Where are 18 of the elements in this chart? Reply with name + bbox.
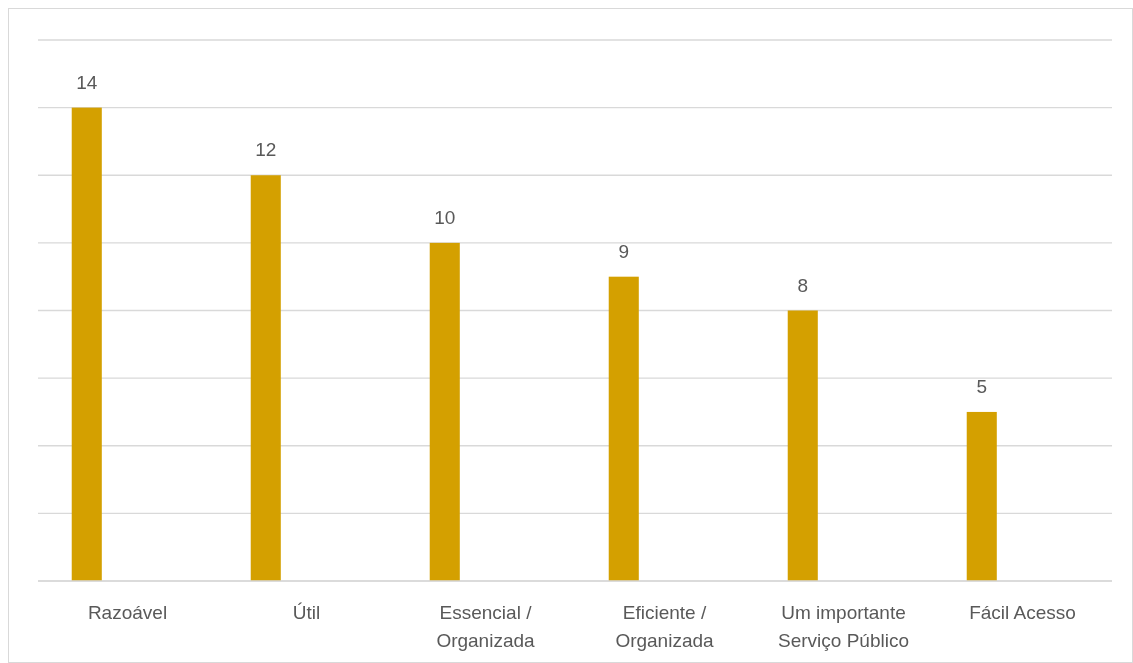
data-label: 12: [255, 139, 277, 161]
bar: [71, 107, 102, 581]
data-label: 8: [797, 274, 809, 296]
data-label: 9: [618, 240, 630, 262]
x-tick-label: Um importante Serviço Público: [778, 602, 909, 651]
x-tick-label: Eficiente / Organizada: [615, 602, 715, 651]
bar: [250, 175, 281, 581]
data-label: 5: [976, 375, 988, 397]
x-tick-label: Razoável: [87, 602, 168, 623]
x-tick-label: Essencial / Organizada: [436, 602, 536, 651]
bar: [966, 411, 997, 581]
x-tick-label: Fácil Acesso: [969, 602, 1076, 623]
data-label: 14: [76, 71, 98, 93]
bar: [429, 242, 460, 581]
bar: [608, 276, 639, 581]
data-label: 10: [434, 206, 456, 228]
x-tick-label: Útil: [292, 602, 321, 623]
bar: [787, 310, 818, 581]
